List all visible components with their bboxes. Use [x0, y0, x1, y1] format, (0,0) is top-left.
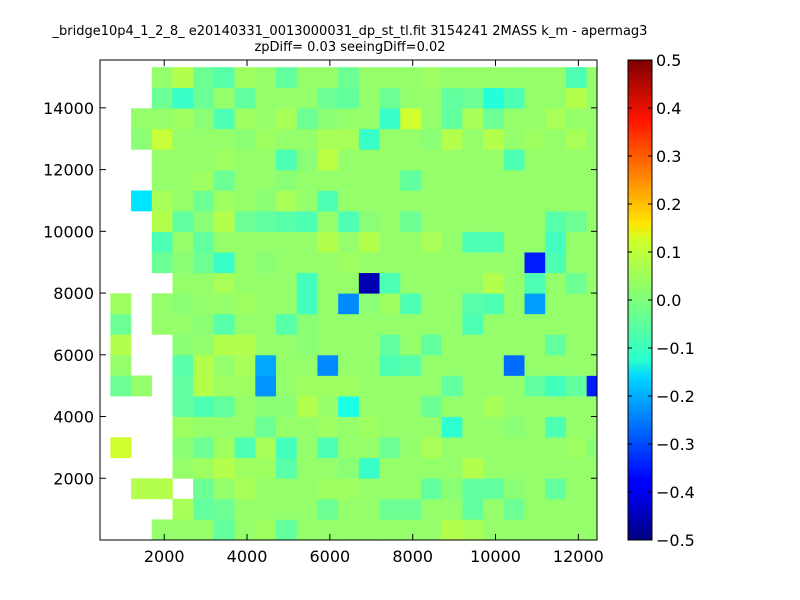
colorbar-tick-label: 0.5	[656, 51, 681, 70]
colorbar-tick-label: −0.2	[656, 387, 695, 406]
colorbar-tick-label: 0.3	[656, 147, 681, 166]
colorbar-tick-label: 0.4	[656, 99, 681, 118]
colorbar-tick-label: −0.3	[656, 435, 695, 454]
colorbar-tick-label: 0.1	[656, 243, 681, 262]
colorbar-tick-label: −0.5	[656, 531, 695, 550]
colorbar-tick-label: 0.0	[656, 291, 681, 310]
colorbar-tick-label: 0.2	[656, 195, 681, 214]
colorbar-tick-label: −0.4	[656, 483, 695, 502]
colorbar-tick-label: −0.1	[656, 339, 695, 358]
